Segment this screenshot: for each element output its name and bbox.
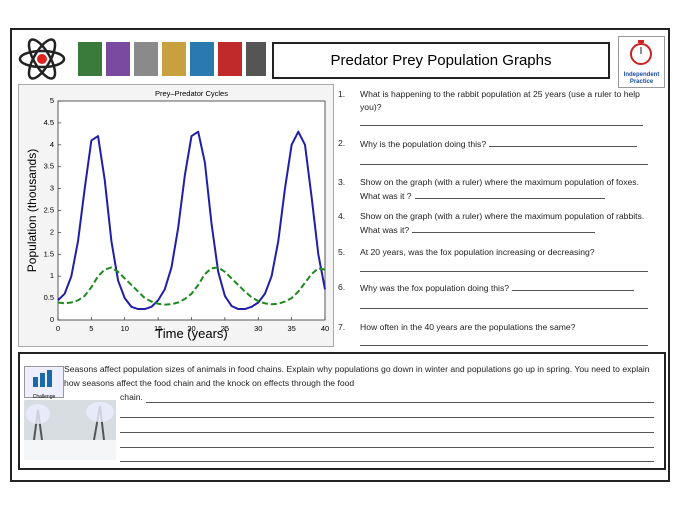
question-number: 2. <box>338 138 346 148</box>
question-text: At 20 years, was the fox population incr… <box>360 247 595 257</box>
answer-line <box>120 461 654 462</box>
plot-area <box>57 100 326 321</box>
y-tick-label: 1.5 <box>44 249 54 258</box>
x-tick-label: 10 <box>121 324 129 333</box>
question-text: Why is the population doing this? <box>360 139 487 149</box>
challenge-label: Challenge <box>32 394 56 400</box>
question-text: Show on the graph (with a ruler) where t… <box>360 211 645 235</box>
outer-frame <box>10 28 670 482</box>
x-tick-label: 35 <box>287 324 295 333</box>
question: 4. Show on the graph (with a ruler) where… <box>338 210 650 237</box>
x-tick-label: 40 <box>321 324 329 333</box>
y-tick-label: 4 <box>50 140 54 149</box>
x-tick-label: 0 <box>56 324 60 333</box>
x-tick-label: 30 <box>254 324 262 333</box>
challenge-box <box>18 352 666 470</box>
chart: Prey–Predator Cycles Time (years) Populati… <box>25 89 329 341</box>
question: 1. What is happening to the rabbit popula… <box>338 88 650 114</box>
question-text: Why was the fox population doing this? <box>360 283 510 293</box>
answer-line <box>360 345 648 346</box>
question: 3. Show on the graph (with a ruler) where… <box>338 176 650 203</box>
question-number: 6. <box>338 282 346 292</box>
chart-title: Prey–Predator Cycles <box>155 89 228 98</box>
x-tick-label: 25 <box>221 324 229 333</box>
x-tick-label: 20 <box>187 324 195 333</box>
x-axis-label: Time (years) <box>155 326 227 341</box>
challenge-text: Seasons affect population sizes of anima… <box>64 364 650 388</box>
x-tick-label: 15 <box>154 324 162 333</box>
question: 7. How often in the 40 years are the popu… <box>338 321 650 334</box>
answer-line <box>360 308 648 309</box>
answer-line <box>120 432 654 433</box>
answer-line <box>120 447 654 448</box>
challenge-icon <box>33 370 52 387</box>
y-axis-label: Population (thousands) <box>25 149 39 272</box>
series-line <box>57 266 326 306</box>
stopwatch-icon <box>630 40 652 65</box>
challenge-badge: Challenge <box>24 366 64 400</box>
answer-blank <box>512 281 635 291</box>
question-number: 5. <box>338 247 346 257</box>
x-tick-label: 5 <box>89 324 93 333</box>
series-line <box>57 130 326 311</box>
snow-picture <box>24 400 116 460</box>
y-tick-label: 0 <box>50 315 54 324</box>
y-tick-label: 3 <box>50 184 54 193</box>
question: 5. At 20 years, was the fox population in… <box>338 246 650 259</box>
answer-line <box>360 164 648 165</box>
y-tick-label: 1 <box>50 271 54 280</box>
answer-blank <box>414 189 605 199</box>
y-tick-label: 4.5 <box>44 118 54 127</box>
question-number: 7. <box>338 322 346 332</box>
question: 2. Why is the population doing this? <box>338 137 650 151</box>
science-logo <box>18 38 266 80</box>
question-number: 3. <box>338 177 346 187</box>
answer-line <box>360 271 648 272</box>
question: 6. Why was the fox population doing this? <box>338 281 650 295</box>
y-tick-label: 3.5 <box>44 162 54 171</box>
question-text: How often in the 40 years are the popula… <box>360 322 576 332</box>
question-text: What is happening to the rabbit populati… <box>360 89 640 112</box>
badge-label: Independent Practice <box>623 72 660 85</box>
y-tick-label: 0.5 <box>44 293 54 302</box>
answer-line <box>360 125 643 126</box>
question-number: 4. <box>338 211 346 221</box>
question-text: Show on the graph (with a ruler) where t… <box>360 177 639 201</box>
question-number: 1. <box>338 89 346 99</box>
answer-blank <box>412 223 596 233</box>
y-tick-label: 5 <box>50 96 54 105</box>
y-tick-label: 2.5 <box>44 205 54 214</box>
answer-line <box>146 402 654 403</box>
y-tick-label: 2 <box>50 227 54 236</box>
title: Predator Prey Population Graphs <box>272 42 610 79</box>
answer-line <box>120 417 654 418</box>
answer-blank <box>489 137 638 147</box>
badge: Independent Practice <box>618 36 665 88</box>
challenge-continuation: chain. <box>120 392 143 402</box>
